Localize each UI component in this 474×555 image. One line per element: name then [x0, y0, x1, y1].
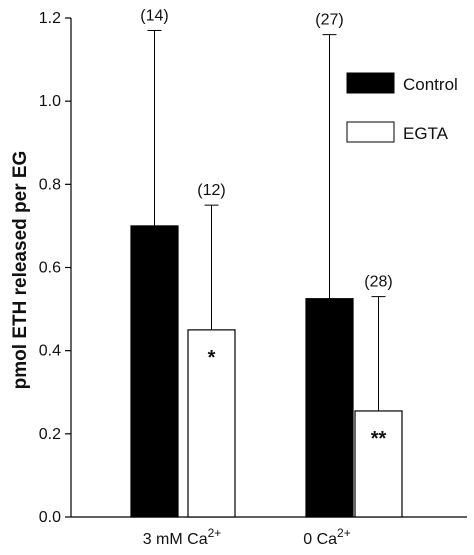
legend-label-egta: EGTA	[403, 124, 449, 143]
legend-item-egta: EGTA	[346, 121, 449, 143]
bars: (14) (12) * (27) (28) **	[130, 7, 403, 518]
legend-item-control: Control	[346, 72, 458, 94]
bar-egta-2	[354, 410, 403, 518]
bar-egta-1	[187, 329, 236, 518]
y-axis-label: pmol ETH released per EG	[10, 151, 31, 390]
x-tick-label: 3 mM Ca2+	[143, 526, 222, 548]
y-tick-label: 0.2	[39, 426, 61, 443]
y-tick-label: 0.6	[39, 260, 61, 277]
y-ticks: 0.0 0.2 0.4 0.6 0.8 1.0 1.2	[39, 10, 71, 526]
n-label-control-1: (14)	[140, 7, 168, 24]
bar-control-1	[130, 225, 179, 518]
significance-marker-egta-1: *	[208, 347, 216, 369]
y-tick-label: 1.2	[39, 10, 61, 27]
legend-swatch-egta	[346, 121, 395, 143]
y-tick-label: 0.8	[39, 176, 61, 193]
legend: Control EGTA	[346, 72, 458, 143]
significance-marker-egta-2: **	[371, 428, 387, 450]
legend-swatch-control	[346, 72, 395, 94]
y-tick-label: 0.4	[39, 343, 61, 360]
legend-label-control: Control	[403, 75, 458, 94]
bar-control-2	[305, 298, 354, 518]
x-tick-label: 0 Ca2+	[303, 526, 350, 548]
y-tick-label: 0.0	[39, 509, 61, 526]
n-label-egta-2: (28)	[364, 274, 392, 291]
n-label-control-2: (27)	[315, 12, 343, 29]
x-ticks: 3 mM Ca2+ 0 Ca2+	[143, 526, 351, 548]
y-tick-label: 1.0	[39, 93, 61, 110]
n-label-egta-1: (12)	[197, 182, 225, 199]
